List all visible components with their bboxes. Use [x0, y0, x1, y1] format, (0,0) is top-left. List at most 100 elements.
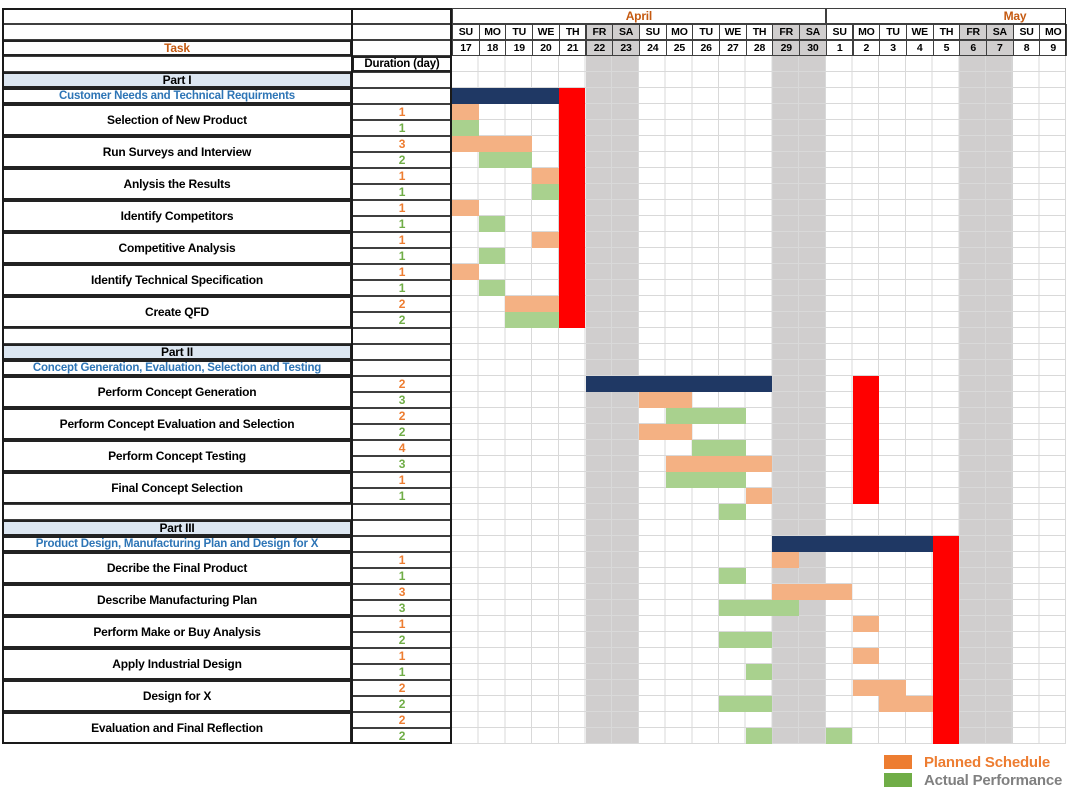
gantt-bar-red[interactable] — [932, 536, 960, 744]
day-name-cell[interactable]: FR — [585, 24, 614, 40]
gantt-bar-actual[interactable] — [692, 440, 746, 456]
day-name-cell[interactable]: WE — [532, 24, 560, 40]
gantt-bar-actual[interactable] — [745, 664, 773, 680]
section-subtitle[interactable]: Product Design, Manufacturing Plan and D… — [2, 536, 352, 552]
task-column-title[interactable]: Task — [2, 40, 352, 56]
duration-cell-actual[interactable]: 2 — [352, 632, 452, 648]
task-name-cell[interactable]: Anlysis the Results — [2, 168, 352, 200]
date-cell[interactable]: 5 — [932, 40, 961, 56]
task-name-cell[interactable]: Decribe the Final Product — [2, 552, 352, 584]
duration-cell-actual[interactable]: 1 — [352, 280, 452, 296]
duration-cell-actual[interactable]: 3 — [352, 600, 452, 616]
spacer-task-cell[interactable] — [2, 504, 352, 520]
task-col-header-empty[interactable] — [2, 8, 352, 24]
section-header-part-iii[interactable]: Part III — [2, 520, 352, 536]
duration-cell-actual[interactable]: 1 — [352, 216, 452, 232]
task-name-cell[interactable]: Evaluation and Final Reflection — [2, 712, 352, 744]
day-name-cell[interactable]: TU — [505, 24, 534, 40]
date-cell[interactable]: 17 — [452, 40, 480, 56]
duration-cell-actual[interactable]: 1 — [352, 488, 452, 504]
date-cell[interactable]: 22 — [585, 40, 614, 56]
day-name-cell[interactable]: SU — [638, 24, 667, 40]
day-name-cell[interactable]: MO — [852, 24, 881, 40]
day-name-cell[interactable]: SU — [825, 24, 854, 40]
day-name-cell[interactable]: TH — [558, 24, 587, 40]
date-cell[interactable]: 28 — [745, 40, 774, 56]
gantt-bar-header[interactable] — [452, 88, 559, 104]
date-cell[interactable]: 3 — [879, 40, 907, 56]
duration-cell-planned[interactable]: 1 — [352, 232, 452, 248]
task-name-cell[interactable]: Identify Technical Specification — [2, 264, 352, 296]
date-cell[interactable]: 30 — [799, 40, 827, 56]
legend-item-planned[interactable]: Planned Schedule — [884, 753, 1062, 771]
task-name-cell[interactable]: Describe Manufacturing Plan — [2, 584, 352, 616]
gantt-bar-actual[interactable] — [505, 312, 559, 328]
duration-cell-actual[interactable]: 2 — [352, 424, 452, 440]
section-header-part-i[interactable]: Part I — [2, 72, 352, 88]
date-cell[interactable]: 2 — [852, 40, 881, 56]
duration-cell-planned[interactable]: 1 — [352, 104, 452, 120]
task-name-cell[interactable]: Perform Make or Buy Analysis — [2, 616, 352, 648]
gantt-bar-actual[interactable] — [719, 696, 773, 712]
task-name-cell[interactable]: Apply Industrial Design — [2, 648, 352, 680]
duration-cell-actual[interactable]: 1 — [352, 184, 452, 200]
spacer-task-cell[interactable] — [2, 328, 352, 344]
gantt-bar-header[interactable] — [585, 376, 773, 392]
gantt-bar-actual[interactable] — [532, 184, 559, 200]
duration-column-title[interactable]: Duration (day) — [352, 56, 452, 72]
gantt-bar-actual[interactable] — [452, 120, 479, 136]
task-name-cell[interactable]: Create QFD — [2, 296, 352, 328]
duration-cell-planned[interactable]: 2 — [352, 376, 452, 392]
gantt-bar-actual[interactable] — [665, 408, 746, 424]
duration-cell-empty[interactable] — [352, 360, 452, 376]
date-cell[interactable]: 26 — [692, 40, 720, 56]
duration-cell-planned[interactable]: 2 — [352, 296, 452, 312]
duration-cell-actual[interactable]: 3 — [352, 392, 452, 408]
gantt-bar-planned[interactable] — [532, 168, 559, 184]
duration-cell-actual[interactable]: 2 — [352, 312, 452, 328]
task-col-header-empty[interactable] — [2, 24, 352, 40]
task-name-cell[interactable]: Design for X — [2, 680, 352, 712]
section-subtitle[interactable]: Customer Needs and Technical Requirments — [2, 88, 352, 104]
duration-cell-actual[interactable]: 1 — [352, 120, 452, 136]
day-name-cell[interactable]: FR — [772, 24, 801, 40]
date-cell[interactable]: 9 — [1039, 40, 1068, 56]
date-cell[interactable]: 7 — [986, 40, 1014, 56]
gantt-bar-planned[interactable] — [532, 232, 559, 248]
date-cell[interactable]: 19 — [505, 40, 534, 56]
task-name-cell[interactable]: Competitive Analysis — [2, 232, 352, 264]
legend-item-actual[interactable]: Actual Performance — [884, 771, 1062, 789]
date-cell[interactable]: 23 — [612, 40, 640, 56]
duration-cell-actual[interactable]: 2 — [352, 728, 452, 744]
gantt-bar-planned[interactable] — [505, 296, 559, 312]
day-name-cell[interactable]: WE — [905, 24, 934, 40]
gantt-bar-actual[interactable] — [719, 600, 800, 616]
date-cell[interactable]: 4 — [905, 40, 934, 56]
gantt-bar-actual[interactable] — [478, 248, 506, 264]
gantt-bar-actual[interactable] — [665, 472, 746, 488]
task-name-cell[interactable]: Perform Concept Testing — [2, 440, 352, 472]
gantt-bar-actual[interactable] — [478, 280, 506, 296]
duration-cell-planned[interactable]: 1 — [352, 616, 452, 632]
day-name-cell[interactable]: WE — [719, 24, 747, 40]
duration-cell-actual[interactable]: 3 — [352, 456, 452, 472]
day-name-cell[interactable]: TH — [932, 24, 961, 40]
duration-cell-planned[interactable]: 1 — [352, 552, 452, 568]
gantt-bar-planned[interactable] — [852, 648, 880, 664]
duration-cell-planned[interactable]: 1 — [352, 168, 452, 184]
gantt-bar-red[interactable] — [852, 376, 880, 504]
gantt-bar-actual[interactable] — [478, 216, 506, 232]
task-cell-empty[interactable] — [2, 56, 352, 72]
gantt-bar-planned[interactable] — [879, 696, 933, 712]
gantt-bar-planned[interactable] — [638, 392, 693, 408]
section-subtitle[interactable]: Concept Generation, Evaluation, Selectio… — [2, 360, 352, 376]
day-name-cell[interactable]: TU — [879, 24, 907, 40]
date-cell[interactable]: 25 — [665, 40, 694, 56]
gantt-bar-planned[interactable] — [452, 104, 479, 120]
duration-cell-planned[interactable]: 2 — [352, 712, 452, 728]
date-cell[interactable]: 27 — [719, 40, 747, 56]
gantt-bar-actual[interactable] — [478, 152, 533, 168]
duration-cell-actual[interactable]: 1 — [352, 664, 452, 680]
date-cell[interactable]: 21 — [558, 40, 587, 56]
duration-cell-planned[interactable]: 1 — [352, 648, 452, 664]
